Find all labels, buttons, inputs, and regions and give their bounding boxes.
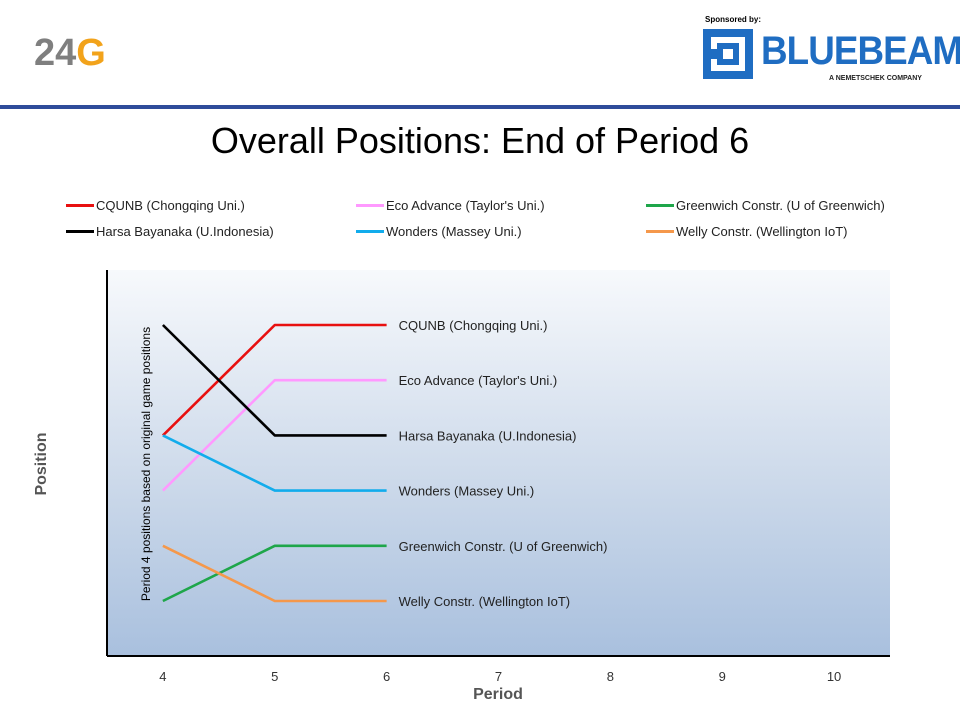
x-tick-label-5: 5 [271, 669, 278, 684]
plot-area [107, 270, 890, 656]
header-divider [0, 105, 960, 109]
logo-24g-number: 24 [34, 32, 77, 74]
bluebeam-logo: BLUEBEAM A NEMETSCHEK COMPANY [703, 29, 960, 84]
end-label-welly-constr-wellington-iot: Welly Constr. (Wellington IoT) [399, 594, 570, 609]
x-tick-label-7: 7 [495, 669, 502, 684]
x-axis-label: Period [473, 686, 523, 703]
x-tick-label-4: 4 [159, 669, 166, 684]
end-label-cqunb-chongqing-uni: CQUNB (Chongqing Uni.) [399, 318, 548, 333]
end-label-wonders-massey-uni: Wonders (Massey Uni.) [399, 484, 535, 499]
end-label-eco-advance-taylor-s-uni: Eco Advance (Taylor's Uni.) [399, 373, 558, 388]
end-label-harsa-bayanaka-u-indonesia: Harsa Bayanaka (U.Indonesia) [399, 428, 577, 443]
chart-title: Overall Positions: End of Period 6 [210, 120, 750, 161]
x-tick-label-10: 10 [827, 669, 841, 684]
y-axis-label: Position [33, 432, 50, 496]
sponsor-subtitle: A NEMETSCHEK COMPANY [829, 75, 922, 82]
bluebeam-mark-icon [703, 29, 753, 79]
period-4-annotation: Period 4 positions based on original gam… [139, 326, 153, 602]
sponsor-name: BLUEBEAM [761, 29, 960, 73]
x-tick-label-9: 9 [719, 669, 726, 684]
end-label-greenwich-constr-u-of-greenwich: Greenwich Constr. (U of Greenwich) [399, 539, 608, 554]
logo-24g-letter: G [76, 32, 106, 74]
sponsor-label: Sponsored by: [705, 15, 762, 24]
x-tick-label-8: 8 [607, 669, 614, 684]
x-tick-label-6: 6 [383, 669, 390, 684]
logo-24g: 24G [34, 33, 106, 73]
